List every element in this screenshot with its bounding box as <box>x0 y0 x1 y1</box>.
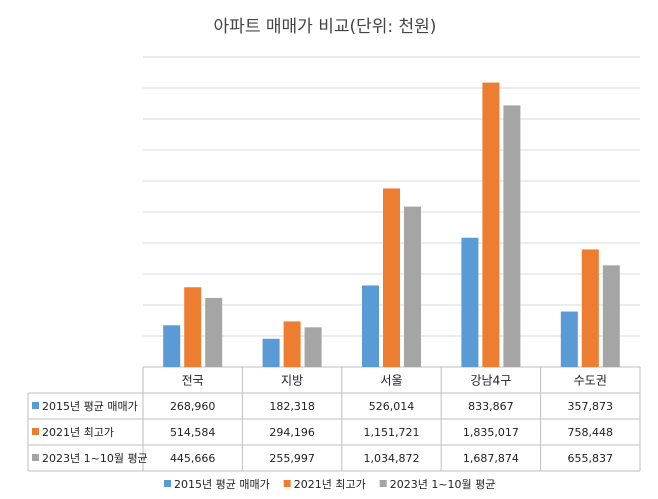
chart-title: 아파트 매매가 비교(단위: 천원) <box>214 17 437 37</box>
legend-label: 2023년 1~10월 평균 <box>390 478 496 491</box>
table-value: 357,873 <box>568 400 614 413</box>
table-value: 833,867 <box>468 400 514 413</box>
x-tick-label: 전국 <box>182 374 204 388</box>
table-value: 1,835,017 <box>463 426 519 439</box>
table-value: 1,687,874 <box>463 452 519 465</box>
bar <box>362 285 379 367</box>
table-value: 1,034,872 <box>364 452 420 465</box>
legend-key <box>164 480 171 487</box>
bar <box>482 82 500 368</box>
bar <box>461 237 479 367</box>
table-value: 514,584 <box>170 426 216 439</box>
bar <box>262 338 280 367</box>
x-tick-label: 수도권 <box>574 374 607 388</box>
bar <box>503 105 521 368</box>
table-value: 655,837 <box>568 452 614 465</box>
x-tick-label: 서울 <box>380 374 402 388</box>
table-value: 268,960 <box>170 400 216 413</box>
table-row-label: 2021년 최고가 <box>42 426 114 439</box>
legend-key <box>379 480 387 487</box>
table-row-label: 2015년 평균 매매가 <box>42 400 138 413</box>
bar <box>581 249 599 367</box>
table-value: 445,666 <box>170 452 216 465</box>
table-row-label: 2023년 1~10월 평균 <box>42 452 148 465</box>
table-value: 182,318 <box>269 400 315 413</box>
x-tick-label: 강남4구 <box>471 374 512 388</box>
legend-label: 2021년 최고가 <box>294 478 366 491</box>
x-tick-label: 지방 <box>281 374 303 388</box>
legend-key <box>32 428 39 435</box>
legend-key <box>32 402 39 409</box>
bar <box>163 325 181 367</box>
table-value: 255,997 <box>269 452 315 465</box>
table-value: 1,151,721 <box>364 426 420 439</box>
bar <box>602 265 620 367</box>
legend-label: 2015년 평균 매매가 <box>174 478 270 491</box>
legend-key <box>32 454 39 461</box>
bar <box>404 206 421 367</box>
bar <box>383 188 400 367</box>
table-value: 294,196 <box>269 426 315 439</box>
bar <box>304 327 322 367</box>
bar <box>560 311 578 367</box>
table-value: 526,014 <box>369 400 415 413</box>
bar <box>205 297 223 367</box>
bar <box>283 321 301 367</box>
legend-key <box>283 480 291 487</box>
table-value: 758,448 <box>568 426 614 439</box>
bar <box>184 287 202 367</box>
